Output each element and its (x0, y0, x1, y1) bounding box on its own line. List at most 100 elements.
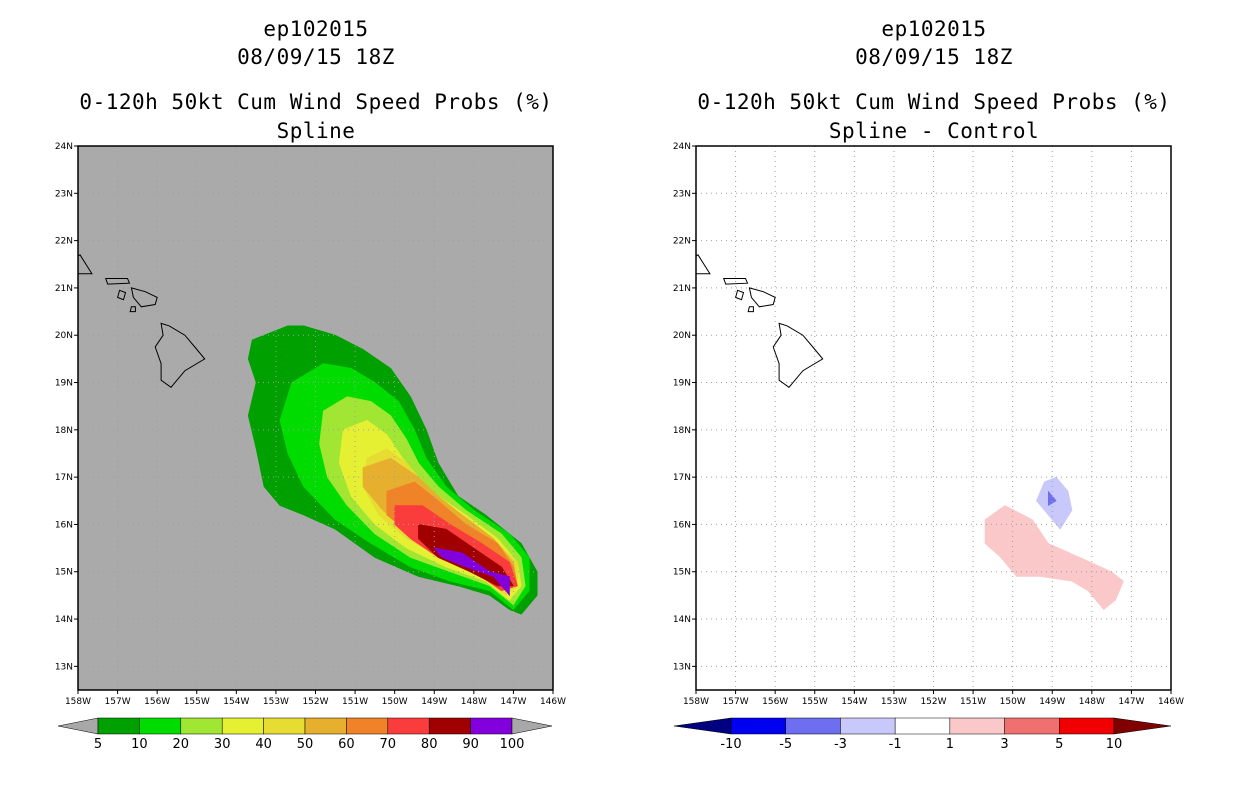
right-subtitle-method: Spline - Control (828, 119, 1040, 143)
colorbar-segment (139, 717, 182, 735)
lat-tick-label: 22N (673, 237, 691, 247)
right-title-date: 08/09/15 18Z (855, 45, 1013, 69)
lat-tick-label: 15N (673, 568, 691, 578)
colorbar-label: 20 (173, 737, 190, 752)
lon-tick-label: 155W (802, 697, 828, 707)
colorbar-label: -1 (889, 737, 902, 752)
lat-tick-label: 17N (55, 473, 73, 483)
colorbar-label: 5 (94, 737, 102, 752)
lon-tick-label: 154W (223, 697, 249, 707)
lat-tick-label: 20N (673, 331, 691, 341)
lat-tick-label: 19N (673, 379, 691, 389)
lon-tick-label: 151W (342, 697, 368, 707)
plot-area (7, 146, 553, 690)
colorbar-segment (840, 717, 896, 735)
colorbar-label: 5 (1055, 737, 1063, 752)
colorbar-label: -3 (834, 737, 847, 752)
colorbar-label: 70 (380, 737, 397, 752)
contour--1 (1036, 476, 1073, 530)
colorbar-label: 30 (214, 737, 231, 752)
colorbar-segment (97, 717, 140, 735)
plot-background (696, 146, 1171, 690)
colorbar-segment (428, 717, 471, 735)
contour-1 (984, 505, 1124, 611)
colorbar-high-extension (1113, 717, 1172, 735)
lat-tick-label: 23N (673, 189, 691, 199)
lon-tick-label: 148W (1079, 697, 1105, 707)
lon-tick-label: 155W (184, 697, 210, 707)
lat-tick-label: 18N (673, 426, 691, 436)
island-outline (625, 229, 645, 246)
colorbar-label: 1 (946, 737, 954, 752)
colorbar-segment (785, 717, 841, 735)
lon-tick-label: 151W (960, 697, 986, 707)
lat-tick-label: 24N (55, 142, 73, 152)
colorbar-label: 3 (1000, 737, 1008, 752)
island-outline (116, 289, 127, 301)
colorbar-low-extension (57, 717, 99, 735)
lat-tick-label: 13N (673, 662, 691, 672)
colorbar-low-extension (673, 717, 732, 735)
colorbar-segment (387, 717, 430, 735)
lat-tick-label: 14N (55, 615, 73, 625)
lon-tick-label: 153W (881, 697, 907, 707)
plot-area (625, 146, 1171, 690)
lat-tick-label: 16N (55, 520, 73, 530)
lon-tick-label: 150W (1000, 697, 1026, 707)
contour-90 (433, 547, 510, 597)
colorbar-segment (263, 717, 306, 735)
lat-tick-label: 24N (673, 142, 691, 152)
island-outline (78, 254, 93, 275)
lon-tick-label: 148W (461, 697, 487, 707)
left-subtitle-product: 0-120h 50kt Cum Wind Speed Probs (%) (79, 90, 553, 114)
island-outline (130, 287, 158, 308)
colorbar-segment (894, 717, 951, 735)
lat-tick-label: 22N (55, 237, 73, 247)
lon-tick-label: 147W (500, 697, 526, 707)
colorbar-segment (470, 717, 513, 735)
lat-tick-label: 21N (55, 284, 73, 294)
lon-tick-label: 149W (421, 697, 447, 707)
colorbar-segment (1059, 717, 1115, 735)
colorbar-label: 80 (421, 737, 438, 752)
lon-tick-label: 152W (302, 697, 328, 707)
right-subtitle-product: 0-120h 50kt Cum Wind Speed Probs (%) (697, 90, 1171, 114)
island-outline (734, 289, 745, 301)
colorbar-label: 60 (338, 737, 355, 752)
colorbar-label: 100 (500, 737, 525, 752)
island-outline (696, 254, 711, 275)
colorbar-label: -5 (779, 737, 792, 752)
lat-tick-label: 23N (55, 189, 73, 199)
lon-tick-label: 150W (382, 697, 408, 707)
colorbar-label: 90 (462, 737, 479, 752)
lat-tick-label: 14N (673, 615, 691, 625)
lat-tick-label: 18N (55, 426, 73, 436)
lon-tick-label: 146W (1158, 697, 1184, 707)
colorbar-segment (949, 717, 1005, 735)
colorbar-label: 10 (1106, 737, 1123, 752)
colorbar-segment (221, 717, 264, 735)
colorbar-high-extension (511, 717, 553, 735)
island-outline (154, 322, 206, 388)
colorbar-segment (304, 717, 347, 735)
lat-tick-label: 15N (55, 568, 73, 578)
island-outline (129, 306, 136, 313)
colorbar-label: -10 (720, 737, 741, 752)
lon-tick-label: 156W (762, 697, 788, 707)
lon-tick-label: 149W (1039, 697, 1065, 707)
lon-tick-label: 153W (263, 697, 289, 707)
lat-tick-label: 13N (55, 662, 73, 672)
colorbar-segment (730, 717, 786, 735)
lat-tick-label: 16N (673, 520, 691, 530)
right-difference-map: 158W 157W 156W 155W 154W 153W 152W 151W 150W 149W… (625, 142, 1184, 752)
colorbar-label: 40 (255, 737, 272, 752)
left-title-storm: ep102015 (263, 17, 369, 41)
lon-tick-label: 158W (65, 697, 91, 707)
lon-tick-label: 146W (540, 697, 566, 707)
island-outline (104, 278, 131, 285)
island-outline (7, 229, 27, 246)
colorbar-segment (1004, 717, 1060, 735)
lon-tick-label: 147W (1118, 697, 1144, 707)
island-outline (722, 278, 749, 285)
lon-tick-label: 158W (683, 697, 709, 707)
